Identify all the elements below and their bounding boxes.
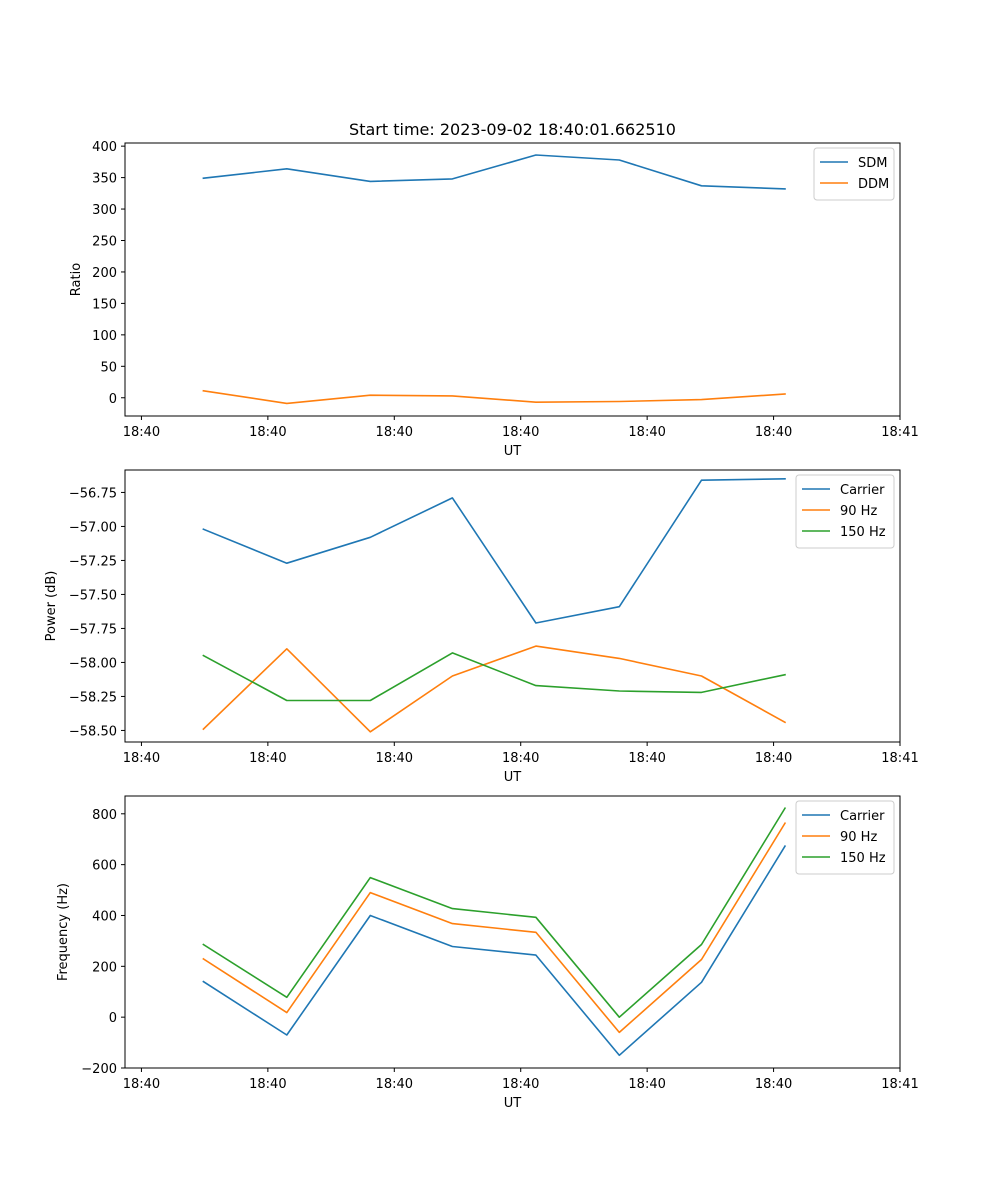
chart-panel-2: 18:40 18:40 18:40 18:40 18:40 18:40 18:41 −58.5… — [44, 469, 919, 785]
x-tick-label: 18:40 — [123, 1077, 160, 1092]
x-tick-label: 18:40 — [628, 425, 665, 440]
x-axis-label: UT — [504, 444, 522, 459]
y-tick-label: 600 — [92, 859, 117, 874]
x-tick-label: 18:40 — [123, 751, 160, 766]
x-tick-label: 18:40 — [755, 425, 792, 440]
legend: SDM DDM — [813, 147, 895, 201]
y-tick-label: 0 — [109, 1011, 117, 1026]
legend-label: 150 Hz — [840, 525, 886, 540]
y-tick-label: −58.00 — [69, 656, 117, 671]
y-tick-label: −200 — [81, 1062, 117, 1077]
x-tick-label: 18:40 — [502, 1077, 539, 1092]
y-tick-label: 300 — [92, 203, 117, 218]
series-line-sdm — [202, 154, 786, 190]
x-tick-label: 18:41 — [881, 751, 918, 766]
y-tick-label: 50 — [100, 360, 117, 375]
y-tick-label: 350 — [92, 172, 117, 187]
x-tick-label: 18:40 — [755, 751, 792, 766]
chart-title: Start time: 2023-09-02 18:40:01.662510 — [349, 120, 676, 139]
plot-frame — [124, 469, 901, 743]
plot-frame — [124, 142, 901, 417]
legend-label: 90 Hz — [840, 830, 877, 845]
x-axis-label: UT — [504, 1096, 522, 1111]
x-tick-label: 18:40 — [249, 1077, 286, 1092]
legend-label: DDM — [858, 177, 889, 192]
legend-label: Carrier — [840, 483, 885, 498]
y-tick-label: 0 — [109, 392, 117, 407]
x-tick-label: 18:41 — [881, 425, 918, 440]
x-tick-label: 18:41 — [881, 1077, 918, 1092]
x-tick-label: 18:40 — [249, 751, 286, 766]
legend-frame — [813, 147, 895, 201]
y-tick-label: 800 — [92, 808, 117, 823]
series-line-150-hz — [202, 807, 787, 1019]
y-tick-label: −57.50 — [69, 588, 117, 603]
y-tick-label: 400 — [92, 909, 117, 924]
y-tick-label: 250 — [92, 235, 117, 250]
x-tick-label: 18:40 — [376, 425, 413, 440]
y-tick-label: 100 — [92, 329, 117, 344]
y-tick-label: −57.00 — [69, 520, 117, 535]
y-axis-label: Frequency (Hz) — [56, 883, 71, 981]
y-axis-label: Power (dB) — [44, 571, 59, 642]
x-tick-label: 18:40 — [123, 425, 160, 440]
chart-panels: Start time: 2023-09-02 18:40:01.662510 18… — [44, 120, 919, 1111]
x-tick-label: 18:40 — [376, 1077, 413, 1092]
series-line-150-hz — [202, 652, 786, 702]
y-tick-label: 150 — [92, 297, 117, 312]
legend: Carrier 90 Hz 150 Hz — [795, 474, 895, 549]
legend-frame — [795, 474, 895, 549]
x-tick-label: 18:40 — [755, 1077, 792, 1092]
legend-label: 150 Hz — [840, 851, 886, 866]
x-tick-label: 18:40 — [376, 751, 413, 766]
series-line-ddm — [202, 389, 786, 405]
y-tick-label: −56.75 — [69, 486, 117, 501]
y-tick-label: −58.50 — [69, 724, 117, 739]
y-tick-label: −57.75 — [69, 622, 117, 637]
x-tick-label: 18:40 — [249, 425, 286, 440]
legend-frame — [795, 800, 895, 875]
x-tick-label: 18:40 — [628, 1077, 665, 1092]
y-tick-label: −58.25 — [69, 690, 117, 705]
y-tick-label: 200 — [92, 266, 117, 281]
y-tick-label: −57.25 — [69, 554, 117, 569]
chart-panel-3: 18:40 18:40 18:40 18:40 18:40 18:40 18:41 −200 0… — [56, 795, 919, 1111]
legend-label: Carrier — [840, 809, 885, 824]
x-tick-label: 18:40 — [502, 751, 539, 766]
series-line-90-hz — [202, 822, 787, 1034]
y-tick-label: 200 — [92, 960, 117, 975]
series-line-carrier — [202, 844, 787, 1057]
x-tick-label: 18:40 — [628, 751, 665, 766]
legend: Carrier 90 Hz 150 Hz — [795, 800, 895, 875]
y-axis-label: Ratio — [69, 263, 84, 296]
series-line-carrier — [202, 477, 786, 624]
legend-label: SDM — [858, 156, 887, 171]
y-tick-label: 400 — [92, 140, 117, 155]
plot-frame — [124, 795, 901, 1069]
chart-panel-1: Start time: 2023-09-02 18:40:01.662510 18… — [69, 120, 919, 459]
x-axis-label: UT — [504, 770, 522, 785]
series-line-90-hz — [202, 645, 787, 733]
x-tick-label: 18:40 — [502, 425, 539, 440]
legend-label: 90 Hz — [840, 504, 877, 519]
